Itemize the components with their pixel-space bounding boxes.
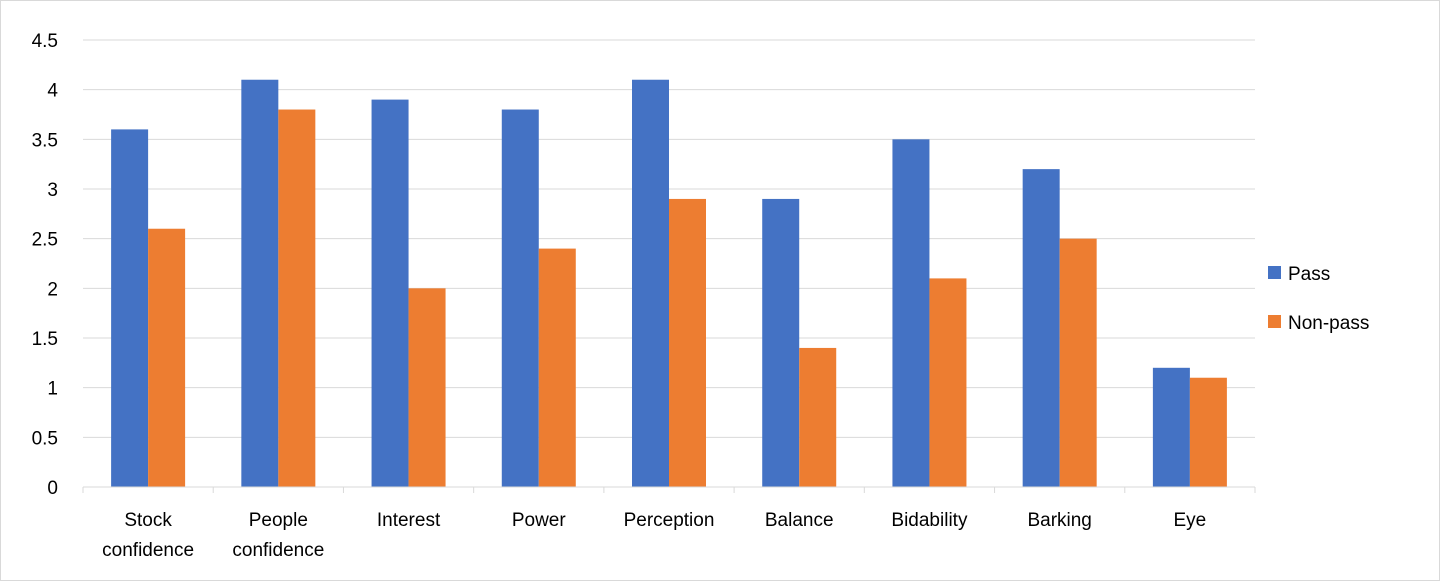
x-tick-label: Bidability xyxy=(891,510,968,531)
x-axis-tick-labels: Stock confidence People confidence Interest P… xyxy=(102,510,1206,561)
x-tick-label: Perception xyxy=(624,510,715,531)
y-tick-label: 0 xyxy=(47,478,58,499)
y-tick-label: 4.5 xyxy=(32,31,58,52)
bar-pass xyxy=(1152,367,1190,487)
bar-pass xyxy=(501,109,539,488)
y-tick-label: 1.5 xyxy=(32,329,58,350)
bar-non-pass xyxy=(1189,377,1227,487)
x-axis xyxy=(82,486,1256,493)
bar-non-pass xyxy=(538,248,576,487)
legend: Pass Non-pass xyxy=(1268,264,1369,334)
bars xyxy=(111,79,1227,488)
legend-label: Non-pass xyxy=(1288,313,1369,334)
y-tick-label: 0.5 xyxy=(32,428,58,449)
bar-non-pass xyxy=(148,228,186,487)
legend-label: Pass xyxy=(1288,264,1330,285)
x-tick-label: Power xyxy=(512,510,567,531)
x-tick-label: Eye xyxy=(1174,510,1207,531)
y-tick-label: 2 xyxy=(47,279,58,300)
bar-non-pass xyxy=(408,288,446,487)
bar-pass xyxy=(762,198,800,487)
bar-non-pass xyxy=(799,347,837,487)
bar-pass xyxy=(111,129,149,487)
bar-pass xyxy=(632,79,669,487)
y-tick-label: 3.5 xyxy=(32,130,58,151)
legend-swatch xyxy=(1268,266,1281,279)
bar-pass xyxy=(892,139,930,488)
x-tick-label: Barking xyxy=(1027,510,1091,531)
bar-pass xyxy=(371,99,409,487)
bar-pass xyxy=(241,79,279,487)
bar-pass xyxy=(1022,169,1060,487)
x-tick-label: Interest xyxy=(377,510,441,531)
y-tick-label: 3 xyxy=(47,180,58,201)
bar-non-pass xyxy=(1059,238,1097,487)
x-tick-label: People confidence xyxy=(232,510,324,561)
bar-non-pass xyxy=(278,109,316,488)
y-tick-label: 2.5 xyxy=(32,230,58,251)
y-axis-tick-labels: 0 0.5 1 1.5 2 2.5 3 3.5 4 4.5 xyxy=(32,31,59,499)
y-tick-label: 4 xyxy=(47,81,58,102)
legend-swatch xyxy=(1268,315,1281,328)
x-tick-label: Stock confidence xyxy=(102,510,194,561)
y-tick-label: 1 xyxy=(47,379,58,400)
x-tick-label: Balance xyxy=(765,510,834,531)
bar-non-pass xyxy=(929,278,967,487)
bar-non-pass xyxy=(669,198,706,487)
